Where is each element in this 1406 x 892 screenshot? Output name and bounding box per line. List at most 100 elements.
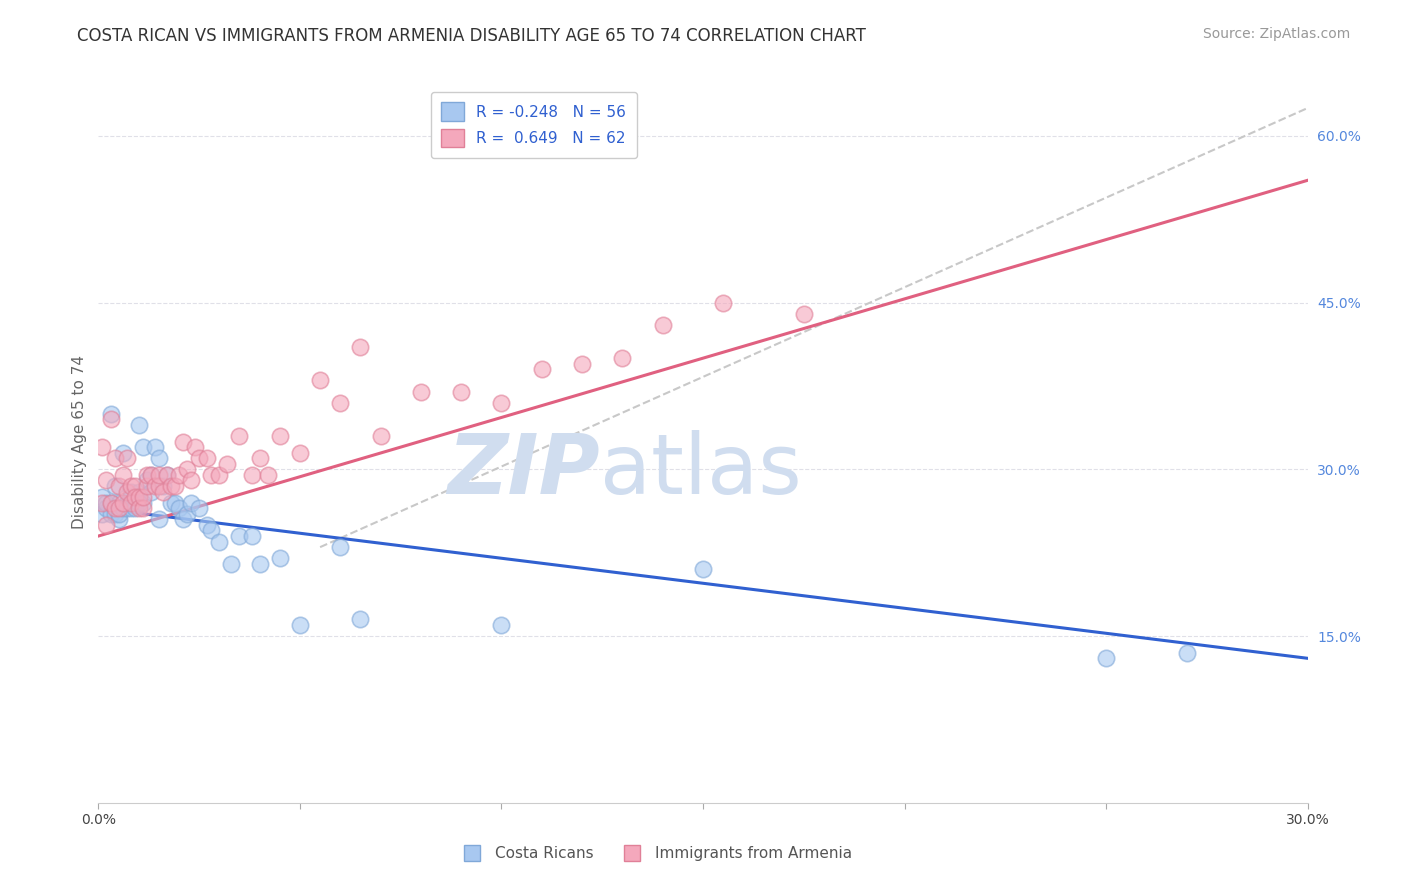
Point (132, 496, 155, 510)
Point (269, 429, 291, 443)
Point (139, 484, 162, 499)
Point (91, 507, 114, 521)
Point (160, 496, 183, 510)
Text: COSTA RICAN VS IMMIGRANTS FROM ARMENIA DISABILITY AGE 65 TO 74 CORRELATION CHART: COSTA RICAN VS IMMIGRANTS FROM ARMENIA D… (77, 27, 866, 45)
Point (491, 395, 513, 409)
Point (180, 496, 202, 510)
Point (163, 479, 186, 493)
Point (139, 467, 162, 482)
Point (100, 407, 122, 421)
Point (111, 445, 134, 459)
Point (1095, 651, 1118, 665)
Point (143, 440, 166, 454)
Point (184, 440, 207, 454)
Point (115, 451, 138, 466)
Point (167, 467, 190, 482)
Text: ZIP: ZIP (447, 430, 600, 511)
Point (409, 384, 432, 399)
Point (349, 612, 371, 626)
Point (176, 462, 198, 476)
Point (132, 501, 155, 516)
Point (152, 484, 174, 499)
Point (91, 490, 114, 504)
Point (111, 467, 134, 482)
Point (124, 496, 146, 510)
Point (135, 467, 157, 482)
Point (167, 501, 190, 516)
Point (156, 467, 179, 482)
Point (228, 529, 250, 543)
Point (96, 474, 118, 488)
Point (240, 467, 263, 482)
Point (1175, 646, 1198, 660)
Point (103, 507, 125, 521)
Point (249, 557, 271, 571)
Point (200, 524, 222, 538)
Point (135, 479, 157, 493)
Point (107, 512, 129, 526)
Point (107, 501, 129, 516)
Point (107, 507, 129, 521)
Point (100, 496, 122, 510)
Point (309, 373, 332, 387)
Point (571, 357, 593, 371)
Point (96, 496, 118, 510)
Point (269, 551, 291, 566)
Point (96, 501, 118, 516)
Point (148, 451, 170, 466)
Point (370, 429, 392, 443)
Point (107, 479, 129, 493)
Point (103, 479, 125, 493)
Point (329, 540, 352, 554)
Point (288, 445, 311, 459)
Point (128, 490, 150, 504)
Point (111, 496, 134, 510)
Point (349, 340, 371, 354)
Point (329, 395, 352, 409)
Point (491, 618, 513, 632)
Point (793, 307, 815, 321)
Point (96, 517, 118, 532)
Point (111, 501, 134, 516)
Point (120, 479, 142, 493)
Point (160, 479, 183, 493)
Point (128, 484, 150, 499)
Point (115, 484, 138, 499)
Point (200, 467, 222, 482)
Point (115, 496, 138, 510)
Point (148, 479, 170, 493)
Point (124, 490, 146, 504)
Point (163, 496, 186, 510)
Point (217, 457, 239, 471)
Point (124, 501, 146, 516)
Point (128, 496, 150, 510)
Point (100, 412, 122, 426)
Point (128, 417, 150, 432)
Point (612, 351, 634, 366)
Point (450, 384, 472, 399)
Point (132, 490, 155, 504)
Point (188, 451, 211, 466)
Point (152, 479, 174, 493)
Point (100, 507, 122, 521)
Point (180, 474, 202, 488)
Legend: Costa Ricans, Immigrants from Armenia: Costa Ricans, Immigrants from Armenia (451, 840, 858, 867)
Text: Source: ZipAtlas.com: Source: ZipAtlas.com (1202, 27, 1350, 41)
Point (128, 501, 150, 516)
Point (120, 496, 142, 510)
Point (651, 318, 673, 332)
Point (91, 440, 114, 454)
Point (107, 496, 129, 510)
Point (91, 496, 114, 510)
Point (120, 490, 142, 504)
Point (148, 512, 170, 526)
Point (103, 451, 125, 466)
Point (132, 440, 155, 454)
Point (188, 501, 211, 516)
Point (143, 479, 166, 493)
Point (249, 451, 271, 466)
Point (176, 507, 198, 521)
Point (208, 534, 231, 549)
Point (139, 467, 162, 482)
Point (124, 479, 146, 493)
